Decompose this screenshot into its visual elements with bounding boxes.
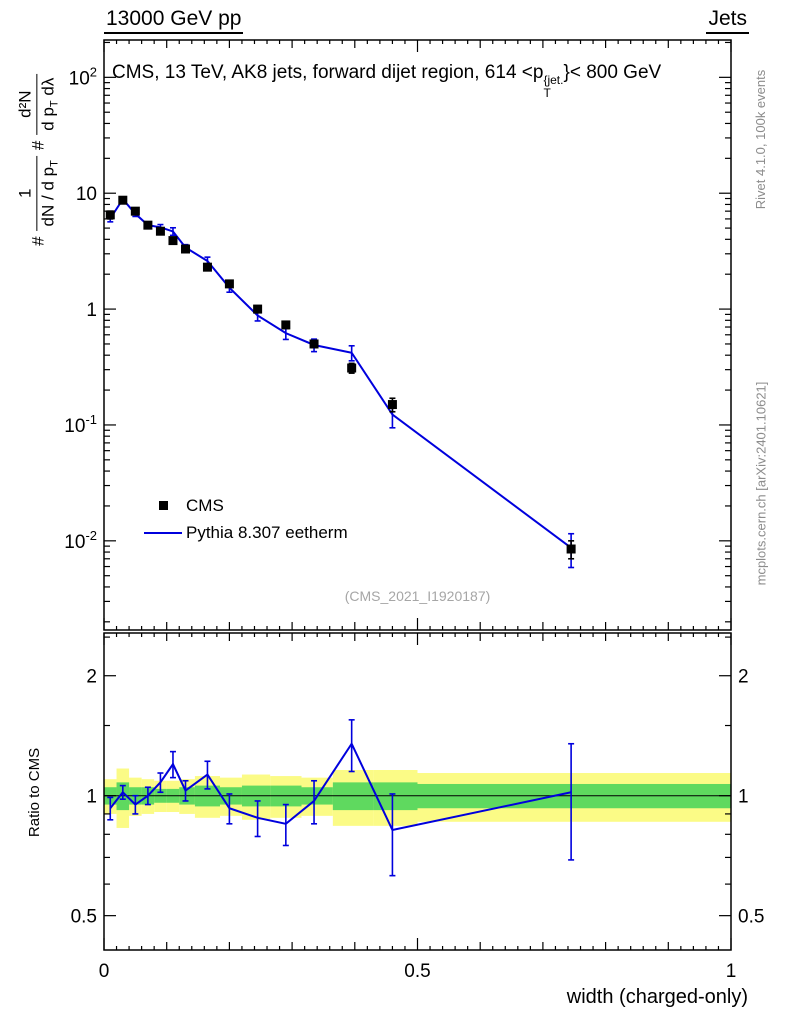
cms-square-marker	[253, 304, 263, 314]
ylabel-frac2-num: d²N	[15, 90, 35, 119]
tick-base: 1	[86, 300, 97, 321]
cms-square-marker	[566, 544, 576, 554]
cms-square-marker	[118, 195, 128, 205]
tick-exponent: -2	[85, 528, 97, 543]
plot-title-post: }< 800 GeV	[563, 62, 662, 83]
header-analysis-group: Jets	[706, 7, 749, 34]
ylabel-frac2-den-sub: T	[48, 100, 61, 108]
ylabel-frac2-den-text2: dλ	[37, 77, 57, 101]
y-tick-label: 2	[738, 667, 749, 688]
cms-square-marker	[281, 320, 291, 330]
tick-base: 1	[738, 787, 749, 808]
tick-base: 2	[86, 667, 97, 688]
tick-base: 1	[86, 787, 97, 808]
x-tick-label: 0	[99, 961, 110, 982]
tick-base: 0.5	[71, 907, 97, 928]
plot-title: CMS, 13 TeV, AK8 jets, forward dijet reg…	[112, 62, 661, 99]
tick-base: 10	[69, 68, 90, 89]
mcplots-arxiv-note: mcplots.cern.ch [arXiv:2401.10621]	[744, 348, 778, 618]
x-tick-label: 1	[726, 961, 737, 982]
plot-title-supsub: {jet. T	[543, 74, 563, 99]
cms-square-marker	[387, 400, 397, 410]
legend-marker-cell	[140, 531, 186, 534]
ylabel-frac1-den-sub: T	[48, 160, 61, 168]
ylabel-hash-2: #	[27, 140, 47, 151]
ratio-uncertainty-bands	[104, 768, 731, 828]
watermark: (CMS_2021_I1920187)	[344, 588, 491, 604]
tick-base: 0.5	[738, 907, 764, 928]
x-axis-title: width (charged-only)	[566, 986, 748, 1008]
y-tick-label: 10-1	[64, 412, 97, 437]
legend: CMS Pythia 8.307 eetherm	[140, 492, 348, 546]
ylabel-frac1-den-text: dN / d p	[37, 167, 57, 227]
ylabel-fraction-2: d²N d pT dλ	[15, 73, 61, 135]
rivet-version-note: Rivet 4.1.0, 100k events	[744, 28, 778, 250]
mc-ratio-line	[107, 719, 575, 877]
cms-data-points	[105, 195, 576, 560]
tick-base: 10	[64, 532, 85, 553]
frames-and-ticks	[103, 39, 732, 951]
ratio-y-axis-title: Ratio to CMS	[16, 672, 54, 912]
y-tick-label: 1	[86, 300, 97, 321]
y-tick-label: 102	[69, 64, 97, 89]
plot-title-sup: {jet.	[543, 73, 564, 87]
ylabel-frac2-den-text: d p	[37, 107, 57, 131]
ratio-y-axis-title-text: Ratio to CMS	[26, 747, 44, 837]
ylabel-frac1-num: 1	[15, 188, 35, 199]
cms-square-marker	[309, 339, 319, 349]
cms-marker-icon	[158, 501, 168, 510]
cms-square-marker	[347, 363, 357, 373]
cms-square-marker	[130, 206, 140, 216]
legend-label-cms: CMS	[186, 495, 224, 515]
mcplots-arxiv-note-text: mcplots.cern.ch [arXiv:2401.10621]	[753, 381, 769, 585]
ylabel-hash-1: #	[27, 236, 47, 247]
band-inner-bin	[332, 782, 374, 811]
plot-title-sub: T	[543, 85, 551, 100]
cms-square-marker	[168, 236, 178, 246]
tick-base: 2	[738, 667, 749, 688]
ylabel-frac1-den: dN / d pT	[35, 156, 61, 231]
cms-square-marker	[181, 244, 191, 254]
legend-label-pythia: Pythia 8.307 eetherm	[186, 522, 348, 542]
y-tick-label: 10	[76, 184, 97, 205]
y-tick-label: 1	[86, 787, 97, 808]
main-y-axis-title: # 1 dN / d pT # d²N d pT dλ	[0, 40, 76, 280]
y-tick-label: 1	[738, 787, 749, 808]
cms-square-marker	[155, 226, 165, 236]
pythia-line-icon	[144, 531, 182, 534]
ylabel-fraction-1: 1 dN / d pT	[15, 156, 61, 231]
tick-exponent: 2	[90, 64, 97, 79]
ylabel-frac2-den: d pT dλ	[35, 73, 61, 135]
cms-square-marker	[143, 220, 153, 230]
legend-marker-cell	[140, 501, 186, 510]
tick-base: 10	[64, 416, 85, 437]
tick-exponent: -1	[85, 412, 97, 427]
cms-square-marker	[105, 210, 115, 220]
legend-item-cms: CMS	[140, 492, 348, 519]
y-tick-label: 2	[86, 667, 97, 688]
rivet-version-note-text: Rivet 4.1.0, 100k events	[753, 69, 769, 209]
cms-square-marker	[224, 279, 234, 289]
tick-base: 10	[76, 184, 97, 205]
y-tick-label: 10-2	[64, 528, 97, 553]
legend-item-pythia: Pythia 8.307 eetherm	[140, 519, 348, 546]
plot-title-pre: CMS, 13 TeV, AK8 jets, forward dijet reg…	[112, 62, 544, 83]
main-y-axis-title-rotated: # 1 dN / d pT # d²N d pT dλ	[15, 73, 61, 247]
header-beam-energy: 13000 GeV pp	[104, 7, 244, 34]
x-tick-label: 0.5	[404, 961, 430, 982]
cms-square-marker	[202, 262, 212, 272]
y-tick-label: 0.5	[738, 907, 764, 928]
y-tick-label: 0.5	[71, 907, 97, 928]
